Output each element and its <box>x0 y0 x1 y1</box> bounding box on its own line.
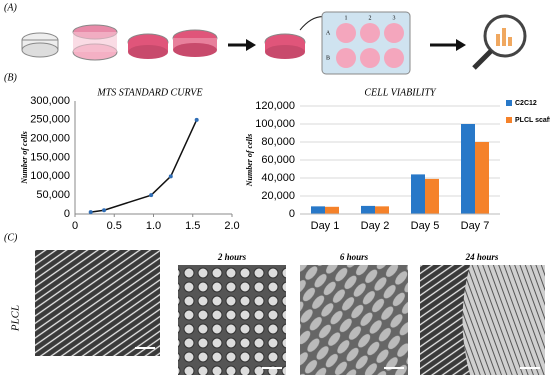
plate-column-label: 1 <box>345 15 348 21</box>
y-axis-label: Number of cells <box>20 131 29 184</box>
y-tick-label: 0 <box>64 208 70 220</box>
sem-image-region <box>420 265 470 375</box>
bar <box>411 174 425 214</box>
time-label: 2 hours <box>217 252 247 262</box>
time-label: 6 hours <box>340 252 369 262</box>
x-tick-label: 0.5 <box>107 220 122 232</box>
y-tick-label: 50,000 <box>36 189 70 201</box>
plate-row-label: A <box>326 30 331 36</box>
y-tick-label: 150,000 <box>30 151 70 163</box>
panel-label: (C) <box>4 232 18 243</box>
y-tick-label: 120,000 <box>255 100 295 112</box>
plate-column-label: 3 <box>393 15 396 21</box>
y-tick-label: 200,000 <box>30 133 70 145</box>
bar <box>361 205 375 214</box>
time-label: 24 hours <box>465 252 499 262</box>
data-point <box>168 174 173 179</box>
x-tick-label: 1.0 <box>146 220 161 232</box>
x-tick-label: Day 1 <box>311 220 340 232</box>
y-tick-label: 100,000 <box>30 170 70 182</box>
workflow-illustration <box>21 11 527 75</box>
data-point <box>102 208 107 213</box>
data-line <box>90 119 198 213</box>
y-tick-label: 20,000 <box>261 190 295 202</box>
y-axis-label: Number of cells <box>245 134 254 187</box>
data-point <box>149 193 154 198</box>
y-tick-label: 40,000 <box>261 172 295 184</box>
panel-label: (A) <box>4 2 17 13</box>
legend-swatch <box>506 117 512 123</box>
chart-title: CELL VIABILITY <box>364 87 437 98</box>
x-tick-label: Day 7 <box>461 220 490 232</box>
x-tick-label: Day 5 <box>411 220 440 232</box>
bar <box>325 206 339 214</box>
y-tick-label: 60,000 <box>261 154 295 166</box>
panel-label: (B) <box>4 72 17 83</box>
bar <box>425 178 439 214</box>
y-tick-label: 100,000 <box>255 118 295 130</box>
legend-swatch <box>506 100 512 106</box>
legend-label: PLCL scaffold <box>515 117 550 124</box>
plate-column-label: 2 <box>369 15 372 21</box>
y-tick-label: 80,000 <box>261 136 295 148</box>
sem-image <box>178 265 286 375</box>
data-point <box>88 210 93 215</box>
x-tick-label: Day 2 <box>361 220 390 232</box>
bar <box>375 206 389 214</box>
y-tick-label: 250,000 <box>30 114 70 126</box>
plate-row-label: B <box>326 55 330 61</box>
bar <box>311 206 325 214</box>
row-label: PLCL <box>10 305 22 332</box>
sem-image <box>35 250 160 356</box>
bar <box>461 124 475 214</box>
y-tick-label: 300,000 <box>30 95 70 107</box>
legend-label: C2C12 <box>515 100 537 107</box>
x-tick-label: 0 <box>72 220 78 232</box>
sem-image <box>300 265 408 375</box>
data-point <box>194 117 199 122</box>
x-tick-label: 1.5 <box>185 220 200 232</box>
chart-title: MTS STANDARD CURVE <box>96 87 202 98</box>
y-tick-label: 0 <box>289 208 295 220</box>
x-tick-label: 2.0 <box>224 220 239 232</box>
bar <box>475 142 489 214</box>
